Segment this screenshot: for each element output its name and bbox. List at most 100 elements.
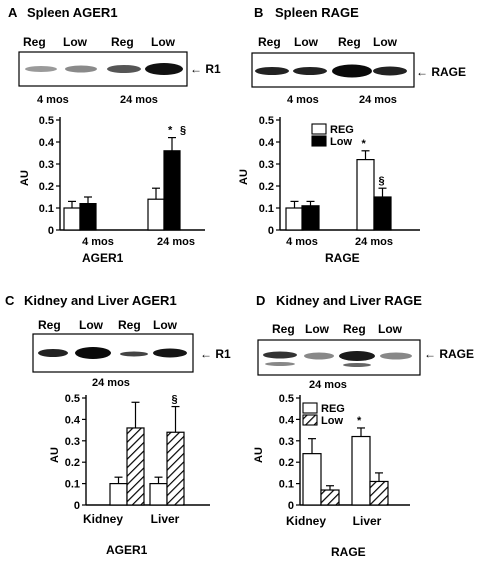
- lane-label: Reg: [23, 35, 46, 49]
- panel-b: B Spleen RAGE Reg Low Reg Low ← RAGE 4 m…: [238, 5, 466, 265]
- lane-label: Reg: [343, 322, 366, 336]
- y-tick-label: 0.4: [279, 414, 295, 426]
- bar: [166, 431, 185, 506]
- category-label: 24 mos: [157, 236, 195, 248]
- panel-d: D Kidney and Liver RAGE Reg Low Reg Low …: [253, 293, 474, 559]
- y-tick-label: 0.3: [39, 159, 54, 171]
- lane-label: Reg: [111, 35, 134, 49]
- western-blot: [251, 52, 415, 88]
- y-tick-label: 0.2: [65, 457, 80, 469]
- y-tick-label: 0.5: [65, 393, 80, 405]
- lane-label: Low: [153, 318, 178, 332]
- lane-label: Reg: [38, 318, 61, 332]
- lane-label: Reg: [118, 318, 141, 332]
- bar: [369, 480, 389, 506]
- western-blot: [257, 339, 421, 376]
- panel-title: Spleen AGER1: [27, 5, 118, 20]
- significance-mark: *: [362, 138, 367, 150]
- lane-label: Reg: [338, 35, 361, 49]
- bar: [356, 159, 375, 231]
- legend-swatch: [311, 135, 327, 147]
- panel-letter: B: [254, 5, 263, 20]
- bar: [302, 453, 322, 506]
- bar: [147, 198, 165, 231]
- y-tick-label: 0: [74, 500, 80, 512]
- x-axis-title: AGER1: [106, 543, 148, 557]
- bar-chart: 0 0.1 0.2 0.3 0.4 0.5 § Kidney Liver AGER1 AU: [49, 393, 210, 557]
- y-tick-label: 0.5: [279, 393, 294, 405]
- significance-mark: *: [357, 415, 362, 427]
- y-tick-label: 0.4: [39, 137, 55, 149]
- legend-label: REG: [321, 403, 345, 415]
- category-label: 4 mos: [286, 236, 318, 248]
- y-axis-title: AU: [238, 169, 250, 185]
- age-label: 24 mos: [359, 94, 397, 106]
- y-tick-label: 0: [48, 225, 54, 237]
- y-tick-label: 0.1: [65, 479, 80, 491]
- significance-mark: §: [172, 394, 178, 406]
- age-label: 24 mos: [120, 94, 158, 106]
- legend-swatch: [302, 414, 318, 426]
- bar: [126, 427, 145, 506]
- significance-mark: §: [379, 175, 385, 187]
- category-label: Kidney: [286, 514, 326, 528]
- bar: [351, 435, 371, 506]
- x-axis-title: RAGE: [325, 251, 360, 265]
- significance-mark: *: [168, 125, 173, 137]
- category-label: 24 mos: [355, 236, 393, 248]
- panel-letter: D: [256, 293, 265, 308]
- age-label: 4 mos: [287, 94, 319, 106]
- bar-chart: 0 0.1 0.2 0.3 0.4 0.5 * § 4 mos 24 mos AGER1 AU: [19, 115, 205, 265]
- bar: [163, 150, 181, 231]
- y-tick-label: 0: [268, 225, 274, 237]
- significance-mark: §: [180, 125, 186, 137]
- bar: [320, 489, 340, 506]
- lane-label: Low: [79, 318, 104, 332]
- panel-letter: A: [8, 5, 18, 20]
- band-arrow-label: ← R1: [190, 62, 221, 76]
- legend-label: Low: [321, 415, 343, 427]
- age-label: 24 mos: [92, 377, 130, 389]
- legend-label: Low: [330, 136, 352, 148]
- band-arrow-label: ← RAGE: [416, 65, 466, 79]
- panel-title: Spleen RAGE: [275, 5, 359, 20]
- lane-label: Reg: [272, 322, 295, 336]
- y-tick-label: 0.4: [65, 414, 81, 426]
- category-label: 4 mos: [82, 236, 114, 248]
- age-label: 4 mos: [37, 94, 69, 106]
- western-blot: [18, 51, 188, 87]
- y-tick-label: 0.3: [259, 159, 274, 171]
- bar: [79, 203, 97, 231]
- panel-c: C Kidney and Liver AGER1 Reg Low Reg Low…: [5, 293, 231, 557]
- y-tick-label: 0.1: [279, 479, 294, 491]
- y-axis-title: AU: [253, 447, 265, 463]
- y-tick-label: 0.2: [259, 181, 274, 193]
- y-axis-title: AU: [19, 170, 31, 186]
- y-tick-label: 0: [288, 500, 294, 512]
- bar: [109, 483, 128, 506]
- lane-label: Low: [63, 35, 88, 49]
- lane-label: Low: [378, 322, 403, 336]
- x-axis-title: AGER1: [82, 251, 124, 265]
- western-blot: [32, 333, 194, 373]
- band-arrow-label: ← R1: [200, 347, 231, 361]
- y-tick-label: 0.1: [259, 203, 274, 215]
- y-tick-label: 0.4: [259, 137, 275, 149]
- lane-label: Low: [305, 322, 330, 336]
- legend-label: REG: [330, 124, 354, 136]
- legend-swatch: [302, 402, 318, 414]
- y-axis-title: AU: [49, 447, 61, 463]
- bar: [63, 207, 81, 231]
- lane-label: Low: [294, 35, 319, 49]
- y-tick-label: 0.3: [279, 436, 294, 448]
- bar: [373, 196, 392, 231]
- panel-a: A Spleen AGER1 Reg Low Reg Low ← R1 4 mo…: [8, 5, 221, 265]
- y-tick-label: 0.5: [259, 115, 274, 127]
- bar: [149, 483, 168, 506]
- panel-title: Kidney and Liver RAGE: [276, 293, 422, 308]
- panel-title: Kidney and Liver AGER1: [24, 293, 177, 308]
- y-tick-label: 0.3: [65, 436, 80, 448]
- lane-label: Reg: [258, 35, 281, 49]
